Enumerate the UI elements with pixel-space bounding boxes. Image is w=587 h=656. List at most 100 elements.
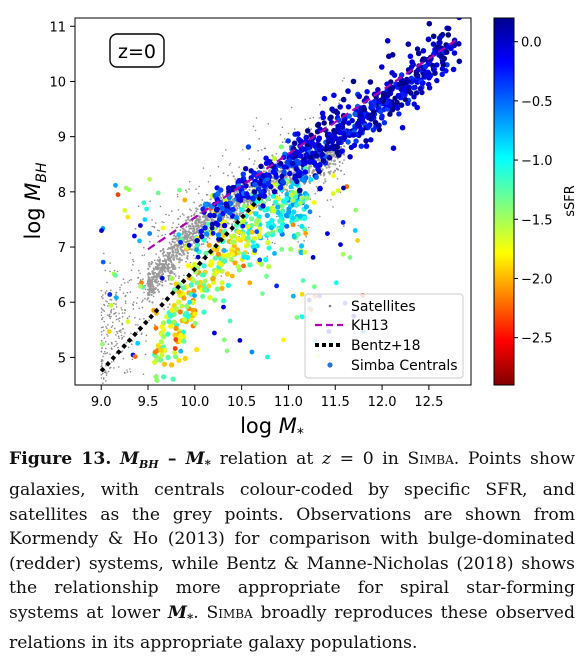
central-point — [338, 242, 343, 248]
central-point — [345, 88, 351, 94]
central-point — [168, 275, 175, 281]
satellite-point — [121, 336, 124, 339]
satellite-point — [188, 219, 191, 222]
satellite-point — [168, 241, 171, 244]
central-point — [123, 185, 129, 191]
satellite-point — [107, 343, 110, 346]
central-point — [342, 134, 348, 140]
central-point — [297, 187, 303, 194]
satellite-point — [115, 334, 117, 336]
central-point — [228, 256, 234, 263]
central-point — [364, 89, 370, 95]
satellite-point — [333, 154, 336, 157]
central-point — [415, 50, 422, 57]
satellite-point — [113, 389, 115, 391]
satellite-point — [148, 265, 151, 268]
central-point — [366, 123, 372, 129]
satellite-point — [279, 134, 282, 136]
satellite-point — [142, 299, 144, 302]
central-point — [215, 191, 221, 197]
central-point — [320, 114, 327, 121]
central-point — [172, 350, 178, 356]
satellite-point — [129, 368, 131, 370]
satellite-point — [159, 280, 162, 283]
central-point — [287, 170, 293, 177]
central-point — [351, 142, 358, 148]
satellite-point — [141, 306, 144, 309]
satellite-point — [319, 104, 321, 106]
satellite-point — [163, 308, 165, 310]
z-annotation-text: z=0 — [118, 41, 156, 63]
satellite-point — [130, 392, 132, 394]
satellite-point — [187, 218, 190, 221]
satellite-point — [225, 214, 228, 217]
central-point — [192, 320, 198, 327]
satellite-point — [173, 256, 176, 259]
central-point — [184, 303, 190, 309]
central-point — [296, 149, 302, 155]
central-point — [266, 264, 272, 270]
central-point — [333, 108, 339, 115]
central-point — [222, 248, 227, 254]
satellite-point — [196, 275, 198, 277]
central-point — [317, 185, 323, 192]
central-point — [257, 180, 263, 187]
satellite-point — [208, 237, 211, 240]
central-point — [268, 225, 275, 231]
satellite-point — [226, 222, 229, 225]
central-point — [250, 196, 256, 202]
satellite-point — [330, 199, 332, 201]
central-point — [158, 339, 164, 345]
central-point — [380, 90, 387, 97]
central-point — [200, 293, 206, 299]
central-point — [147, 176, 153, 182]
central-point — [207, 212, 213, 218]
central-point — [320, 158, 327, 164]
satellite-point — [167, 274, 170, 278]
satellite-point — [197, 208, 199, 211]
satellite-point — [194, 222, 197, 225]
satellite-point — [144, 297, 146, 300]
central-point — [334, 144, 341, 150]
central-point — [247, 262, 253, 268]
central-point — [371, 109, 377, 115]
central-point — [194, 237, 200, 244]
central-point — [172, 346, 178, 351]
central-point — [292, 175, 298, 181]
central-point — [430, 66, 437, 73]
satellite-point — [101, 422, 103, 424]
satellite-point — [194, 219, 198, 222]
central-point — [141, 200, 147, 206]
colorbar-tick-label: 0.0 — [521, 36, 542, 51]
central-point — [425, 36, 432, 42]
central-point — [244, 254, 250, 261]
central-point — [295, 131, 301, 137]
satellite-point — [154, 324, 156, 326]
satellite-point — [109, 262, 111, 264]
satellite-point — [271, 203, 275, 206]
satellite-point — [263, 147, 266, 150]
satellite-point — [303, 240, 305, 242]
central-point — [430, 33, 437, 40]
satellite-point — [122, 292, 125, 294]
satellite-point — [147, 294, 150, 297]
satellite-point — [188, 227, 191, 230]
satellite-point — [137, 283, 139, 285]
central-point — [340, 220, 346, 225]
satellite-point — [141, 301, 143, 303]
satellite-point — [130, 278, 132, 281]
central-point — [456, 58, 463, 65]
satellite-point — [162, 248, 165, 251]
satellite-point — [258, 203, 260, 205]
satellite-point — [175, 243, 178, 246]
satellite-point — [124, 312, 126, 314]
satellite-point — [147, 288, 150, 291]
x-tick-label: 9.5 — [138, 395, 159, 410]
satellite-point — [262, 170, 265, 173]
central-point — [186, 242, 192, 248]
satellite-point — [185, 226, 188, 228]
satellite-point — [271, 154, 274, 157]
satellite-point — [297, 241, 299, 243]
central-point — [260, 291, 265, 296]
legend-satellites-marker — [328, 304, 332, 308]
